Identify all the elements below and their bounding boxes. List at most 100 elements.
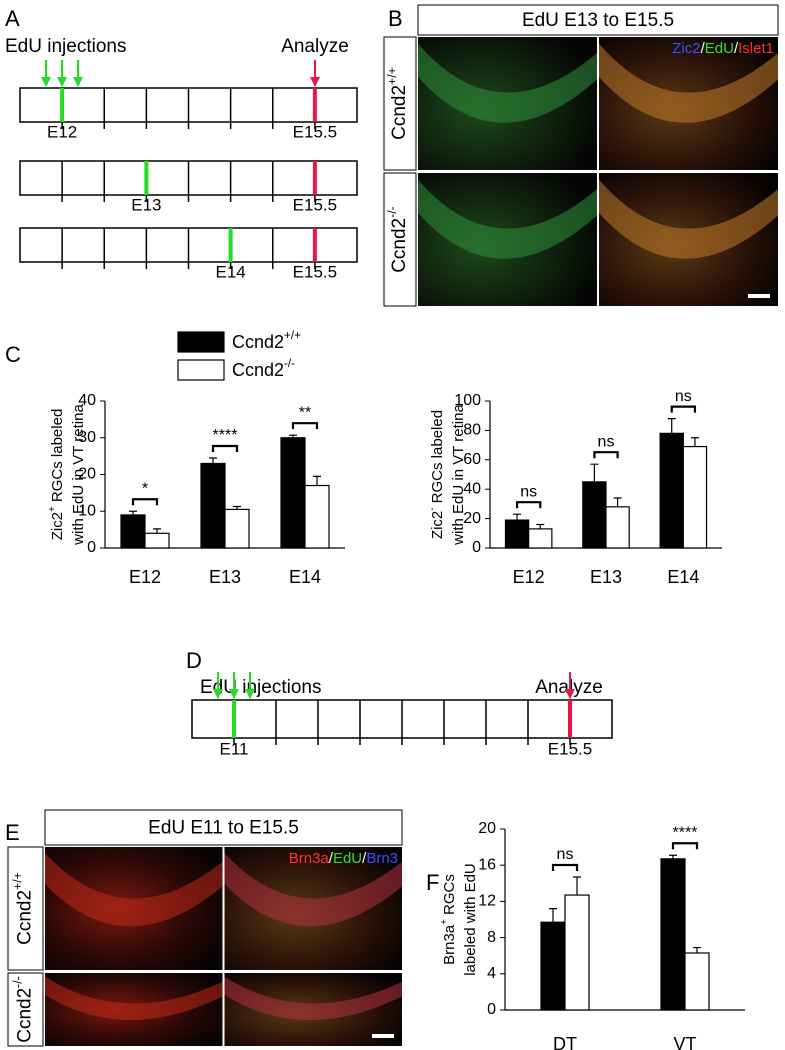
cell-layer bbox=[224, 976, 402, 1021]
y-tick-label: 40 bbox=[463, 480, 481, 497]
analyze-label: Analyze bbox=[281, 36, 349, 57]
genotype-sup: -/- bbox=[11, 976, 25, 988]
bar bbox=[540, 921, 566, 1011]
y-tick-label: 0 bbox=[487, 1001, 496, 1018]
x-tick-label: VT bbox=[673, 1034, 696, 1050]
legend-name: Ccnd2 bbox=[232, 332, 284, 352]
panel-letter: F bbox=[426, 870, 439, 895]
y-label-pre: Zic2 bbox=[429, 511, 446, 539]
bar bbox=[682, 445, 708, 549]
y-axis-label: Brn3a+ RGCs bbox=[439, 874, 458, 965]
significance-label: ns bbox=[598, 433, 615, 450]
significance-bracket bbox=[291, 422, 319, 430]
x-tick-label: E14 bbox=[289, 567, 321, 587]
y-axis-label: with EdU in VT retina bbox=[70, 404, 87, 546]
y-label-sup: - bbox=[427, 507, 438, 510]
significance-label: ns bbox=[675, 388, 692, 405]
stain-name: / bbox=[734, 40, 739, 57]
bar bbox=[120, 514, 146, 549]
stain-name: Zic2 bbox=[672, 40, 700, 57]
y-tick-label: 100 bbox=[454, 392, 481, 409]
scale-bar bbox=[372, 1034, 394, 1038]
stain-name: Brn3 bbox=[366, 850, 398, 867]
y-axis-label: labeled with EdU bbox=[462, 863, 479, 976]
bar bbox=[605, 506, 630, 549]
image-title-box bbox=[44, 809, 403, 846]
genotype-base: Ccnd2 bbox=[389, 85, 410, 140]
legend-name: Ccnd2 bbox=[232, 360, 284, 380]
genotype-sup: +/+ bbox=[11, 872, 25, 890]
bar bbox=[280, 437, 306, 549]
timeline-end: E15.5 bbox=[293, 195, 337, 214]
legend-swatch bbox=[177, 359, 225, 381]
error-bar bbox=[129, 510, 137, 515]
y-tick-label: 20 bbox=[78, 466, 96, 483]
significance-bracket bbox=[670, 405, 697, 413]
legend-label: Ccnd2+/+ bbox=[232, 329, 301, 352]
y-label-sup: + bbox=[439, 919, 450, 925]
row-label-box bbox=[383, 172, 417, 307]
stain-name: EdU bbox=[333, 850, 362, 867]
image-title-box bbox=[417, 4, 779, 36]
legend-sup: +/+ bbox=[284, 329, 301, 342]
error-bar bbox=[289, 434, 297, 438]
bar bbox=[582, 481, 607, 549]
bar bbox=[144, 532, 170, 549]
y-axis-label: Zic2+ RGCs labeled bbox=[47, 409, 66, 541]
bar bbox=[504, 519, 530, 549]
scale-bar bbox=[748, 294, 770, 298]
y-tick-label: 80 bbox=[463, 422, 481, 439]
timeline-start: E14 bbox=[216, 262, 246, 281]
y-tick-label: 10 bbox=[78, 502, 96, 519]
error-bar bbox=[590, 463, 599, 482]
cell-layer bbox=[418, 43, 597, 123]
injection-label: EdU injections bbox=[5, 36, 126, 57]
bar bbox=[659, 432, 684, 549]
panel-letter: B bbox=[388, 6, 403, 31]
error-bar bbox=[690, 437, 699, 447]
panel-letter: E bbox=[5, 820, 20, 845]
y-tick-label: 30 bbox=[78, 429, 96, 446]
y-label-pre: Brn3a bbox=[441, 924, 458, 965]
x-tick-label: E12 bbox=[129, 567, 161, 587]
significance-label: **** bbox=[673, 824, 698, 841]
error-bar bbox=[153, 528, 161, 534]
error-bar bbox=[209, 457, 217, 464]
significance-label: ns bbox=[557, 846, 574, 863]
significance-label: * bbox=[142, 480, 148, 497]
y-tick-label: 60 bbox=[463, 451, 481, 468]
significance-label: **** bbox=[213, 427, 238, 444]
significance-bracket bbox=[593, 451, 619, 459]
stain-name: EdU bbox=[705, 40, 734, 57]
row-label-box bbox=[7, 846, 44, 971]
genotype-base: Ccnd2 bbox=[15, 988, 36, 1043]
y-tick-label: 40 bbox=[78, 392, 96, 409]
y-tick-label: 8 bbox=[487, 929, 496, 946]
genotype-label: Ccnd2+/+ bbox=[385, 67, 410, 140]
error-bar bbox=[667, 418, 676, 434]
significance-bracket bbox=[131, 498, 159, 506]
bar bbox=[660, 858, 686, 1011]
error-bar bbox=[549, 908, 557, 923]
x-tick-label: E13 bbox=[590, 567, 622, 587]
significance-label: ns bbox=[520, 483, 537, 500]
genotype-label: Ccnd2-/- bbox=[385, 206, 410, 273]
x-tick-label: E13 bbox=[209, 567, 241, 587]
y-axis-label: Zic2- RGCs labeled bbox=[427, 410, 446, 539]
stain-name: / bbox=[701, 40, 706, 57]
significance-bracket bbox=[671, 842, 699, 850]
legend-swatch bbox=[177, 331, 225, 353]
timeline-start: E13 bbox=[131, 195, 161, 214]
cell-layer bbox=[418, 179, 597, 259]
y-tick-label: 20 bbox=[478, 820, 496, 837]
stain-legend: Brn3a/EdU/Brn3 bbox=[289, 850, 398, 867]
y-tick-label: 4 bbox=[487, 965, 496, 982]
y-label-post: RGCs labeled bbox=[49, 409, 66, 507]
legend-sup: -/- bbox=[284, 357, 295, 370]
error-bar bbox=[513, 513, 522, 521]
error-bar bbox=[313, 475, 321, 486]
bar bbox=[564, 894, 590, 1011]
y-label-post: RGCs labeled bbox=[429, 410, 446, 508]
